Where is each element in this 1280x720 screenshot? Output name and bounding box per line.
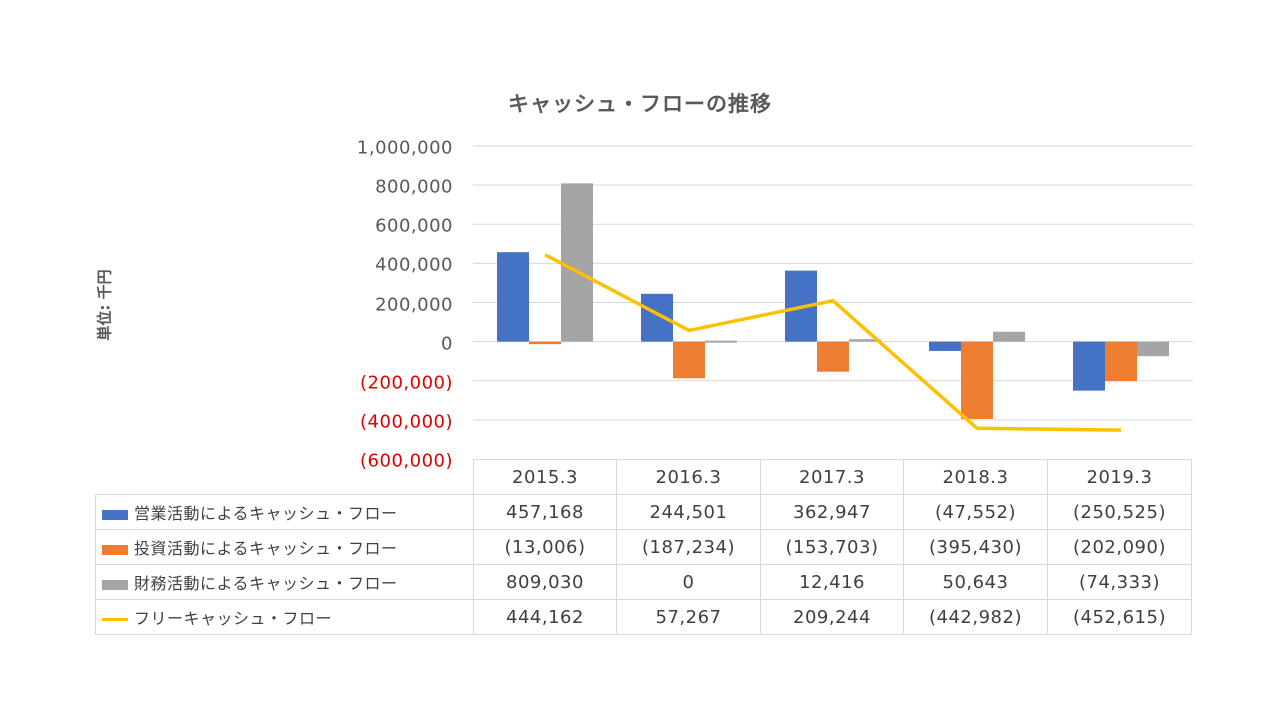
table-cell: 362,947 <box>760 494 904 530</box>
legend-label: 投資活動によるキャッシュ・フロー <box>134 539 398 558</box>
bar-2-2018.3 <box>961 341 993 419</box>
table-cell: (395,430) <box>903 529 1048 565</box>
table-cell: 244,501 <box>616 494 761 530</box>
bar-3-2019.3 <box>1137 341 1169 357</box>
bar-1-2019.3 <box>1073 341 1105 391</box>
bar-1-2018.3 <box>929 341 961 351</box>
y-tick-label: (200,000) <box>360 372 453 394</box>
table-cell: 0 <box>616 564 761 600</box>
legend-key-free-cash-flow <box>102 618 128 621</box>
legend-label: フリーキャッシュ・フロー <box>134 609 333 628</box>
y-tick-label: 1,000,000 <box>356 137 453 159</box>
table-cell: (250,525) <box>1047 494 1192 530</box>
legend-key-financing <box>102 579 128 590</box>
table-cell: (153,703) <box>760 529 904 565</box>
table-cell: (47,552) <box>903 494 1048 530</box>
y-tick-label: 400,000 <box>375 254 453 276</box>
y-axis-unit-label: 単位: 千円 <box>95 269 114 341</box>
bar-3-2016.3 <box>705 340 737 343</box>
free-cash-flow-line <box>544 253 1122 432</box>
table-header-row: 2015.3 2016.3 2017.3 2018.3 2019.3 <box>95 459 1192 495</box>
legend-key-operating <box>102 509 128 520</box>
table-corner <box>95 459 474 495</box>
table-cell: (13,006) <box>473 529 617 565</box>
y-tick-label: (400,000) <box>360 411 453 433</box>
legend-entry-financing: 財務活動によるキャッシュ・フロー <box>95 564 474 600</box>
table-row: フリーキャッシュ・フロー 444,162 57,267 209,244 (442… <box>95 599 1192 635</box>
bar-2-2015.3 <box>529 341 561 345</box>
legend-entry-free-cash-flow: フリーキャッシュ・フロー <box>95 599 474 635</box>
table-cell: (452,615) <box>1047 599 1192 635</box>
table-row: 営業活動によるキャッシュ・フロー 457,168 244,501 362,947… <box>95 494 1192 530</box>
data-table: 2015.3 2016.3 2017.3 2018.3 2019.3 営業活動に… <box>95 459 1192 635</box>
table-row: 投資活動によるキャッシュ・フロー (13,006) (187,234) (153… <box>95 529 1192 565</box>
table-cell: (74,333) <box>1047 564 1192 600</box>
legend-entry-operating: 営業活動によるキャッシュ・フロー <box>95 494 474 530</box>
table-cell: (187,234) <box>616 529 761 565</box>
line-series-group <box>544 253 1122 432</box>
y-tick-label: 600,000 <box>375 215 453 237</box>
bar-2-2017.3 <box>817 341 849 372</box>
y-tick-label: 200,000 <box>375 294 453 315</box>
table-cell: 57,267 <box>616 599 761 635</box>
bar-3-2015.3 <box>561 183 593 342</box>
y-tick-label: 800,000 <box>375 176 453 198</box>
bar-1-2015.3 <box>497 252 529 342</box>
legend-label: 財務活動によるキャッシュ・フロー <box>134 574 398 593</box>
legend-entry-investing: 投資活動によるキャッシュ・フロー <box>95 529 474 565</box>
table-cell: 809,030 <box>473 564 617 600</box>
bar-3-2018.3 <box>993 331 1025 342</box>
category-label: 2018.3 <box>903 459 1048 495</box>
table-cell: (442,982) <box>903 599 1048 635</box>
category-label: 2016.3 <box>616 459 761 495</box>
table-cell: 457,168 <box>473 494 617 530</box>
bar-2-2016.3 <box>673 341 705 379</box>
legend-key-investing <box>102 544 128 555</box>
category-label: 2019.3 <box>1047 459 1192 495</box>
legend-label: 営業活動によるキャッシュ・フロー <box>134 504 398 523</box>
bar-2-2019.3 <box>1105 341 1137 382</box>
table-cell: 12,416 <box>760 564 904 600</box>
category-label: 2015.3 <box>473 459 617 495</box>
table-cell: 209,244 <box>760 599 904 635</box>
bar-3-2017.3 <box>849 339 881 342</box>
table-row: 財務活動によるキャッシュ・フロー 809,030 0 12,416 50,643… <box>95 564 1192 600</box>
table-cell: (202,090) <box>1047 529 1192 565</box>
y-tick-label: 0 <box>441 333 453 355</box>
table-cell: 444,162 <box>473 599 617 635</box>
table-cell: 50,643 <box>903 564 1048 600</box>
chart-title: キャッシュ・フローの推移 <box>508 92 772 116</box>
category-label: 2017.3 <box>760 459 904 495</box>
